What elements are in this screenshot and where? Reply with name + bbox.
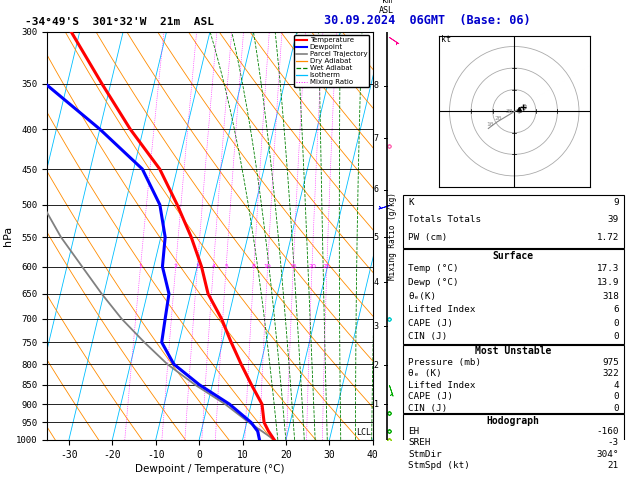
Text: 5: 5 [374, 233, 379, 242]
Text: 4: 4 [374, 278, 379, 287]
Text: 4: 4 [211, 264, 215, 269]
Text: SREH: SREH [408, 438, 431, 447]
Text: 9: 9 [613, 197, 619, 207]
Text: 1: 1 [374, 399, 379, 409]
Text: 6: 6 [613, 305, 619, 314]
Text: 318: 318 [602, 292, 619, 300]
Text: Surface: Surface [493, 251, 533, 261]
Text: 8: 8 [252, 264, 256, 269]
Text: 0: 0 [613, 403, 619, 413]
Text: 3: 3 [374, 322, 379, 330]
X-axis label: Dewpoint / Temperature (°C): Dewpoint / Temperature (°C) [135, 464, 285, 474]
Text: Dewp (°C): Dewp (°C) [408, 278, 459, 287]
Text: Lifted Index: Lifted Index [408, 381, 476, 390]
Text: LCL: LCL [355, 429, 370, 437]
Text: 2: 2 [374, 361, 379, 369]
Text: km
ASL: km ASL [379, 0, 394, 15]
Text: 25: 25 [323, 264, 331, 269]
Text: StmDir: StmDir [408, 450, 442, 459]
Text: θₑ (K): θₑ (K) [408, 369, 442, 378]
Text: 17.3: 17.3 [596, 264, 619, 274]
Text: 20: 20 [308, 264, 316, 269]
Text: 1.72: 1.72 [596, 233, 619, 242]
Text: 4: 4 [613, 381, 619, 390]
Bar [403, 249, 623, 344]
Text: 39: 39 [608, 215, 619, 224]
Text: Most Unstable: Most Unstable [475, 347, 551, 356]
Text: θₑ(K): θₑ(K) [408, 292, 437, 300]
Y-axis label: hPa: hPa [3, 226, 13, 246]
Text: 10: 10 [264, 264, 272, 269]
Legend: Temperature, Dewpoint, Parcel Trajectory, Dry Adiabat, Wet Adiabat, Isotherm, Mi: Temperature, Dewpoint, Parcel Trajectory… [294, 35, 369, 87]
Text: 13.9: 13.9 [596, 278, 619, 287]
Text: 975: 975 [602, 358, 619, 367]
Text: 21: 21 [608, 461, 619, 470]
Text: CAPE (J): CAPE (J) [408, 319, 454, 328]
Text: 2: 2 [174, 264, 177, 269]
Text: 304°: 304° [596, 450, 619, 459]
Text: CIN (J): CIN (J) [408, 332, 448, 341]
Text: 5: 5 [224, 264, 228, 269]
Text: -160: -160 [596, 427, 619, 436]
Text: Hodograph: Hodograph [487, 416, 540, 426]
Text: 1: 1 [138, 264, 142, 269]
Text: PW (cm): PW (cm) [408, 233, 448, 242]
Text: Lifted Index: Lifted Index [408, 305, 476, 314]
Bar [403, 195, 623, 248]
Text: 0: 0 [613, 319, 619, 328]
Text: K: K [408, 197, 414, 207]
Text: Temp (°C): Temp (°C) [408, 264, 459, 274]
Text: 15: 15 [289, 264, 297, 269]
Text: 0: 0 [613, 392, 619, 401]
Text: CAPE (J): CAPE (J) [408, 392, 454, 401]
Text: 7: 7 [374, 134, 379, 143]
Text: StmSpd (kt): StmSpd (kt) [408, 461, 470, 470]
Text: Pressure (mb): Pressure (mb) [408, 358, 481, 367]
Text: -3: -3 [608, 438, 619, 447]
Text: Mixing Ratio (g/kg): Mixing Ratio (g/kg) [387, 192, 397, 279]
Text: 30.09.2024  06GMT  (Base: 06): 30.09.2024 06GMT (Base: 06) [325, 14, 531, 27]
Text: 0: 0 [613, 332, 619, 341]
Bar [403, 414, 623, 470]
Text: 6: 6 [374, 185, 379, 194]
Text: CIN (J): CIN (J) [408, 403, 448, 413]
Text: 8: 8 [374, 81, 379, 90]
Text: 322: 322 [602, 369, 619, 378]
Bar [403, 345, 623, 413]
Text: 3: 3 [196, 264, 199, 269]
Text: -34°49'S  301°32'W  21m  ASL: -34°49'S 301°32'W 21m ASL [25, 17, 214, 27]
Text: EH: EH [408, 427, 420, 436]
Text: Totals Totals: Totals Totals [408, 215, 481, 224]
